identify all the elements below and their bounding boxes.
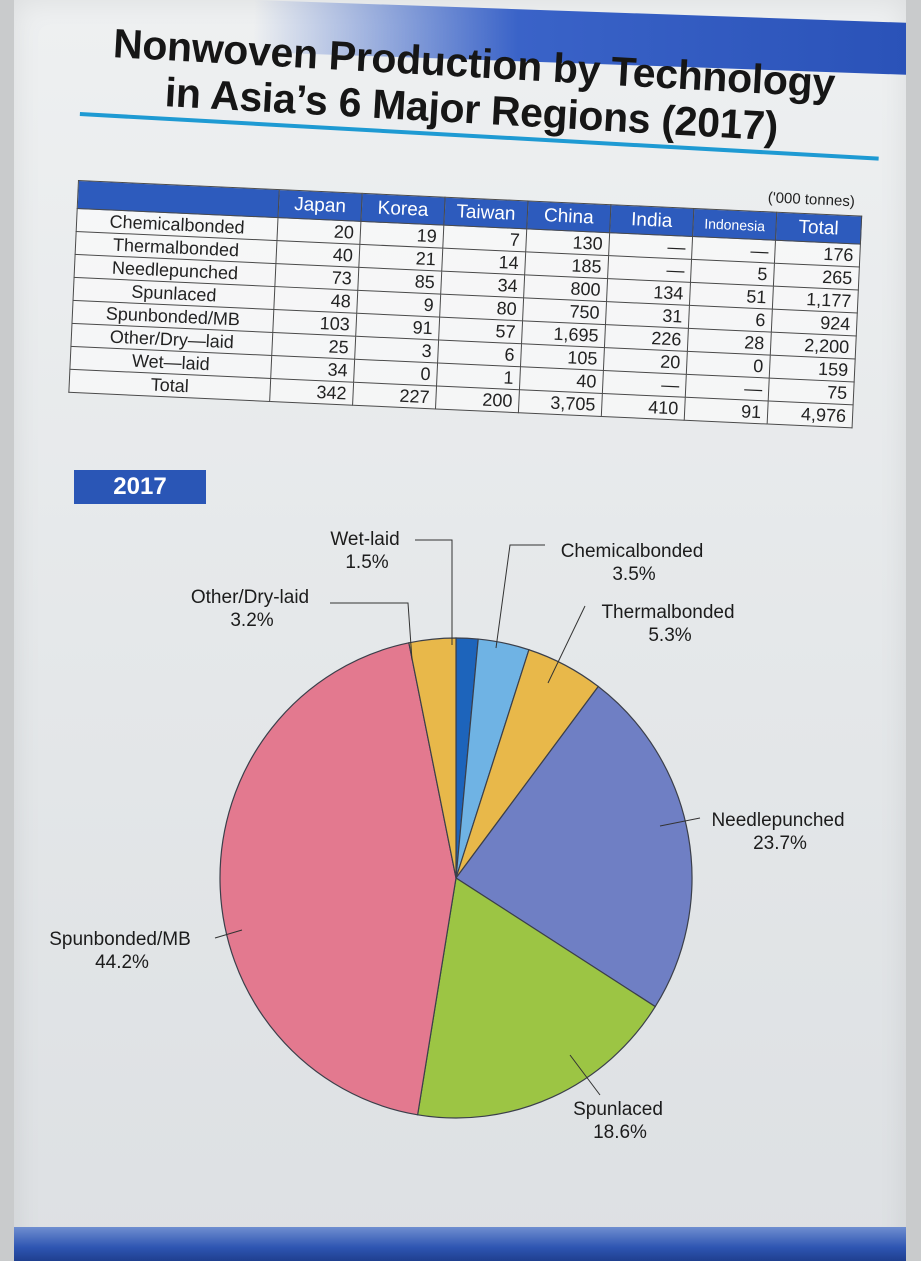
slice-value-label: 1.5% (345, 552, 388, 573)
slice-label: Spunlaced (573, 1099, 663, 1120)
leader-line (547, 605, 586, 684)
pie-slice-spunlaced (416, 876, 657, 1119)
leader-line (330, 602, 413, 661)
slice-value-label: 23.7% (753, 833, 807, 854)
slice-value-label: 3.2% (230, 610, 273, 631)
year-badge: 2017 (74, 470, 206, 504)
slice-label: Chemicalbonded (561, 541, 704, 562)
leader-line (495, 544, 545, 649)
slice-label: Wet-laid (330, 529, 399, 550)
slice-label: Other/Dry-laid (191, 587, 309, 608)
slice-label: Thermalbonded (601, 602, 734, 623)
pie-slice-spunbonded-mb (219, 642, 457, 1116)
slice-label: Needlepunched (711, 810, 844, 831)
slice-value-label: 18.6% (593, 1122, 647, 1143)
pie-slice-other-dry-laid (408, 637, 457, 879)
leader-line (569, 1054, 601, 1096)
slice-value-label: 3.5% (612, 564, 655, 585)
slice-value-label: 44.2% (95, 952, 149, 973)
footer-band (14, 1227, 906, 1261)
leader-line (415, 539, 453, 645)
leader-line (214, 929, 243, 939)
slice-label: Spunbonded/MB (49, 929, 191, 950)
leader-line (659, 817, 701, 827)
pie-slice-needlepunched (455, 685, 693, 1008)
slice-value-label: 5.3% (648, 625, 691, 646)
